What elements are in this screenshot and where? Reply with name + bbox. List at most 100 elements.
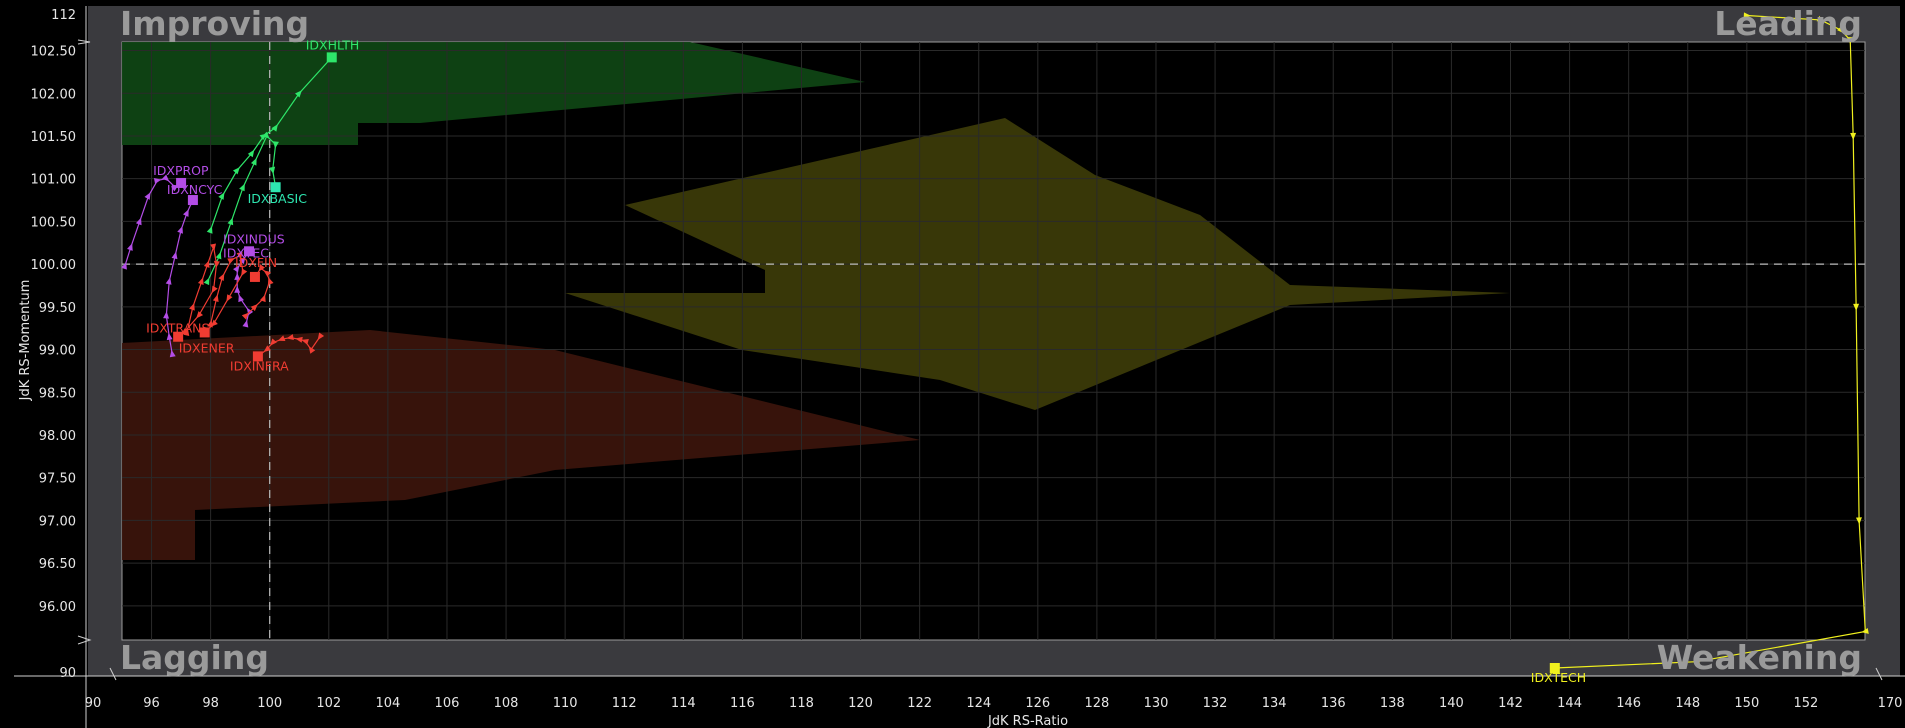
trail-point [1855, 517, 1862, 525]
quadrant-lagging: Lagging [120, 638, 269, 677]
trail-point [1847, 37, 1854, 45]
y-axis-title: JdK RS-Momentum [18, 280, 33, 402]
y-tick-label: 96.50 [39, 557, 76, 572]
y-tick-label: 101.00 [31, 173, 77, 188]
x-tick-label: 138 [1380, 696, 1405, 711]
series-idxbasic [203, 131, 281, 286]
x-tick-label: 106 [435, 696, 460, 711]
trail-point [171, 251, 178, 260]
head-marker [187, 195, 198, 206]
plot-frame [14, 6, 1905, 728]
trail-point [196, 311, 204, 319]
x-tick-label: 90 [85, 696, 102, 711]
trail-point [135, 217, 142, 226]
trail-point [270, 338, 277, 346]
axis-ticks: 90 96 98 100 102 104 106 108 110 112 114 116 118 120 1… [31, 8, 1903, 711]
trail-point [203, 277, 210, 286]
series-label: IDXTEC [223, 245, 269, 260]
trail-point [189, 303, 195, 311]
trail-point [169, 349, 176, 358]
trail-point [233, 265, 240, 273]
trail-point [206, 226, 213, 234]
trail-point [247, 149, 255, 158]
trail-point [166, 332, 173, 341]
series-idxhlth [206, 52, 337, 234]
x-tick-label: 96 [143, 696, 160, 711]
plot-box [121, 41, 1866, 641]
y-axis-break [77, 39, 92, 645]
trail-point [241, 268, 248, 277]
trail-point [242, 320, 249, 328]
head-marker [1549, 663, 1560, 673]
x-tick-label: 134 [1262, 696, 1287, 711]
trail-point [165, 277, 172, 285]
trail-line [1554, 14, 1866, 669]
trail-point [241, 312, 249, 320]
y-tick-label: 101.50 [31, 130, 77, 145]
x-tick-label: 152 [1794, 696, 1819, 711]
y-tick-label: 97.50 [39, 472, 76, 487]
x-tick-label: 116 [730, 696, 755, 711]
y-tick-label: 98.00 [39, 429, 76, 444]
trail-point [262, 131, 270, 139]
head-marker [173, 331, 184, 342]
trail-point [234, 272, 241, 280]
x-tick-label: 112 [612, 696, 637, 711]
trail-point [211, 285, 218, 294]
trail-point [301, 338, 309, 345]
head-marker [199, 327, 210, 338]
x-tick-label: 110 [553, 696, 578, 711]
trail-point [1816, 15, 1825, 22]
trail-point [238, 294, 244, 303]
y-tick-label: 97.00 [39, 514, 76, 529]
trail-point [308, 346, 316, 354]
series-idxprop [121, 174, 187, 270]
series-label: IDXBASIC [248, 191, 308, 206]
x-tick-label: 126 [1025, 696, 1050, 711]
head-marker [176, 177, 187, 188]
x-tick-label: 124 [966, 696, 991, 711]
trail-point [272, 141, 279, 149]
trail-point [163, 311, 170, 319]
improving-arrow [122, 42, 865, 195]
trail-point [317, 332, 325, 341]
trail-point [213, 260, 220, 269]
y-tick-label: 99.00 [39, 344, 76, 359]
trail-line [124, 178, 182, 267]
trail-point [239, 183, 245, 192]
x-axis-title: JdK RS-Ratio [987, 714, 1068, 728]
trail-point [1837, 26, 1845, 34]
trail-point [250, 304, 258, 312]
series-idxfin [241, 264, 274, 320]
trail-point [234, 285, 241, 293]
y-tick-label: 100.00 [31, 258, 77, 273]
head-marker [244, 246, 255, 257]
x-axis-break [109, 667, 1883, 681]
quadrant-leading: Leading [1714, 4, 1862, 43]
x-tick-label: 104 [375, 696, 400, 711]
y-tick-label: 100.50 [31, 215, 77, 230]
x-tick-label: 150 [1734, 696, 1759, 711]
x-tick-label: 118 [789, 696, 814, 711]
trail-point [1850, 132, 1857, 140]
x-tick-label: 142 [1498, 696, 1523, 711]
trail-point [286, 334, 294, 340]
y-tick-label: 102.00 [31, 87, 77, 102]
trail-point [212, 294, 219, 302]
series-label: IDXTECH [1531, 670, 1586, 685]
trail-point [277, 335, 286, 342]
y-tick-label: 90 [59, 666, 76, 681]
trail-point [183, 209, 189, 217]
trail-point [1692, 658, 1700, 665]
trail-point [295, 336, 303, 343]
quadrant-improving: Improving [120, 4, 309, 43]
trail-point [1861, 627, 1869, 634]
trail-point [177, 226, 183, 234]
head-marker [249, 271, 260, 282]
trail-point [295, 90, 302, 98]
trail-point [238, 256, 246, 265]
x-tick-label: 102 [316, 696, 341, 711]
grid [122, 42, 1865, 640]
trail-point [218, 273, 225, 281]
